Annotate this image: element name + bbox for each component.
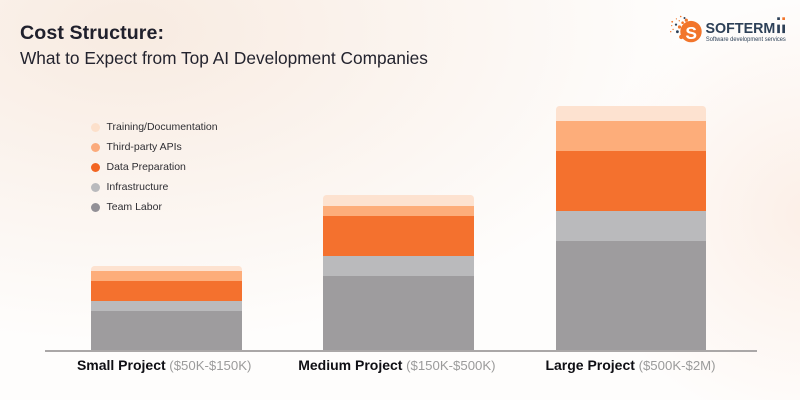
svg-text:SOFTERM: SOFTERM [706,21,776,37]
svg-text:Software development services: Software development services [706,36,786,43]
svg-text:S: S [685,23,697,43]
